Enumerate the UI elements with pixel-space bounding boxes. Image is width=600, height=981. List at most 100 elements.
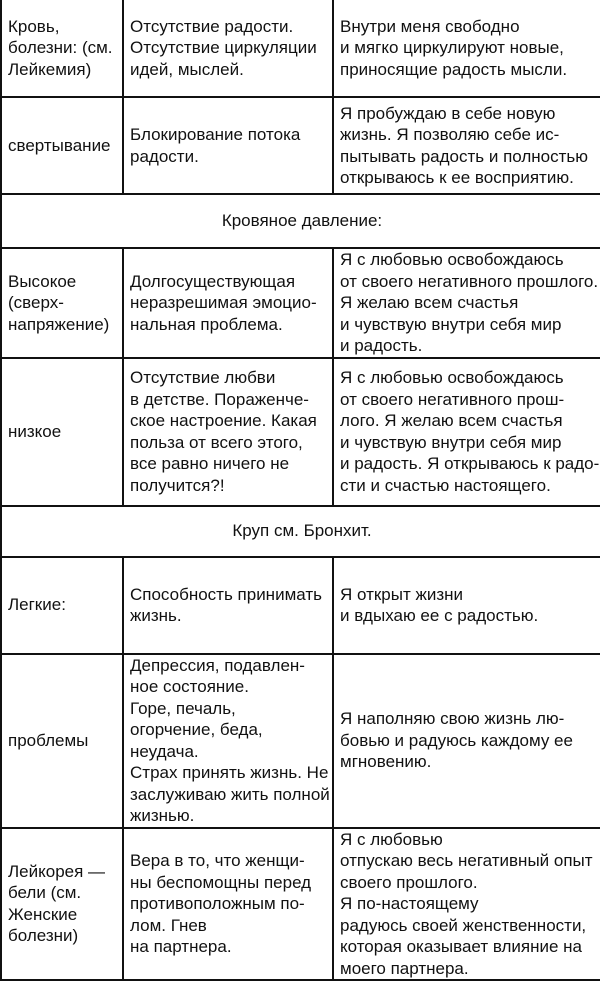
cell-text-line: Отсутствие любви	[130, 368, 276, 387]
section-heading-row: Круп см. Бронхит.	[0, 504, 600, 558]
cell-text-line: заслуживаю жить полной	[130, 784, 330, 804]
cell-text-line: противоположным по-	[130, 894, 305, 913]
cell-text-line: радуюсь своей женственности,	[340, 915, 587, 935]
affirmation-cell: Я с любовью освобождаюсь от своего негати…	[332, 356, 600, 507]
cell-text-line: напряжение)	[8, 314, 110, 334]
cell-text-line: Долгосуществующая	[130, 271, 296, 291]
table-row: Высокое (сверх-напряжение) Долгосуществующ…	[0, 247, 600, 359]
cause-cell: Долгосуществующая неразрешимая эмоцио-нал…	[122, 247, 334, 359]
cell-text-line: Я с любовью освобождаюсь	[340, 368, 564, 387]
cell-text-line: Вера в то, что женщи-	[130, 851, 305, 870]
cell-text-line: Легкие:	[8, 595, 66, 615]
cell-text-line: моего партнера.	[340, 958, 469, 978]
cell-text-line: Я по-настоящему	[340, 894, 479, 913]
cell-text-line: Я пробуждаю в себе новую	[340, 103, 556, 123]
cell-text-line: пытывать радость и полностью	[340, 146, 589, 166]
cell-text-line: жизнь. Я позволяю себе ис-	[340, 125, 560, 144]
cause-cell: Блокирование потока радости.	[122, 96, 334, 195]
condition-cell: Высокое (сверх-напряжение)	[0, 247, 124, 359]
condition-cell: Кровь, болезни: (см. Лейкемия)	[0, 0, 124, 98]
cell-text-line: проблемы	[8, 730, 89, 750]
cause-cell: Депрессия, подавлен-ное состояние. Горе, …	[122, 652, 334, 829]
condition-cell: свертывание	[0, 96, 124, 195]
cell-text-line: ны беспомощны перед	[130, 872, 312, 892]
cell-text-line: Лейкемия)	[8, 59, 92, 79]
cell-text-line: Лейкорея —	[8, 861, 106, 881]
cell-text-line: бовью и радуюсь каждому ее	[340, 730, 573, 750]
cell-text-line: и мягко циркулируют новые,	[340, 38, 564, 58]
cell-text-line: (сверх-	[8, 293, 64, 312]
cell-text-line: Я желаю всем счастья	[340, 293, 519, 312]
cell-text-line: ное состояние.	[130, 677, 249, 696]
cell-text-line: Высокое	[8, 271, 77, 291]
cell-text-line: идей, мыслей.	[130, 59, 244, 79]
table-row: Лейкорея — бели (см. Женские болезни) Вера в…	[0, 826, 600, 981]
table-row: проблемы Депрессия, подавлен-ное состояни…	[0, 652, 600, 829]
cell-text-line: приносящие радость мысли.	[340, 59, 568, 79]
cell-text-line: отпускаю весь негативный опыт	[340, 851, 593, 870]
cell-text-line: Способность принимать	[130, 584, 322, 604]
cell-text-line: все равно ничего не	[130, 454, 290, 473]
cell-text-line: болезни: (см.	[8, 38, 113, 58]
condition-cell: Лейкорея — бели (см. Женские болезни)	[0, 826, 124, 981]
cell-text-line: открываюсь к ее восприятию.	[340, 168, 574, 187]
cell-text-line: лом. Гнев	[130, 915, 207, 935]
cell-text-line: от своего негативного прошлого.	[340, 271, 599, 291]
cell-text-line: нальная проблема.	[130, 314, 283, 334]
cell-text-line: Страх принять жизнь. Не	[130, 763, 329, 782]
cell-text-line: неудача.	[130, 741, 199, 761]
cell-text-line: Я с любовью	[340, 829, 443, 849]
affirmation-cell: Я открыт жизни и вдыхаю ее с радостью.	[332, 555, 600, 655]
cell-text-line: получится?!	[130, 475, 225, 495]
table-row: свертывание Блокирование потока радости. Я …	[0, 96, 600, 195]
cell-text-line: Отсутствие радости.	[130, 16, 294, 36]
cell-text-line: мгновению.	[340, 752, 432, 772]
section-heading-row: Кровяное давление:	[0, 193, 600, 249]
affirmation-cell: Я с любовью отпускаю весь негативный опыт…	[332, 826, 600, 981]
cell-text-line: ское настроение. Какая	[130, 411, 317, 430]
cell-text-line: бели (см.	[8, 883, 82, 903]
cause-cell: Способность принимать жизнь.	[122, 555, 334, 655]
affirmation-cell: Я наполняю свою жизнь лю-бовью и радуюсь…	[332, 652, 600, 829]
section-heading: Круп см. Бронхит.	[0, 504, 600, 558]
cause-cell: Вера в то, что женщи-ны беспомощны перед…	[122, 826, 334, 981]
cell-text-line: Я открыт жизни	[340, 584, 464, 604]
table-row: низкое Отсутствие любви в детстве. Поражен…	[0, 356, 600, 507]
cell-text-line: которая оказывает влияние на	[340, 937, 583, 956]
cell-text-line: неразрешимая эмоцио-	[130, 293, 317, 312]
cell-text-line: от своего негативного прош-	[340, 389, 565, 409]
condition-cell: низкое	[0, 356, 124, 507]
cell-text-line: и чувствую внутри себя мир	[340, 314, 562, 334]
table-row: Кровь, болезни: (см. Лейкемия) Отсутствие р…	[0, 0, 600, 98]
affirmation-cell: Я пробуждаю в себе новую жизнь. Я позволя…	[332, 96, 600, 195]
cell-text-line: на партнера.	[130, 937, 232, 956]
cell-text-line: и чувствую внутри себя мир	[340, 432, 562, 452]
cell-text-line: жизнь.	[130, 606, 182, 625]
cell-text-line: сти и счастью настоящего.	[340, 475, 551, 495]
condition-cell: Легкие:	[0, 555, 124, 655]
table-row: Легкие: Способность принимать жизнь. Я откр…	[0, 555, 600, 655]
affirmation-cell: Я с любовью освобождаюсь от своего негати…	[332, 247, 600, 359]
cell-text-line: Кровь,	[8, 16, 60, 36]
cause-cell: Отсутствие радости. Отсутствие циркуляции…	[122, 0, 334, 98]
cell-text-line: польза от всего этого,	[130, 432, 303, 452]
cell-text-line: Я наполняю свою жизнь лю-	[340, 709, 565, 729]
cause-cell: Отсутствие любви в детстве. Пораженче-ско…	[122, 356, 334, 507]
cell-text-line: Отсутствие циркуляции	[130, 38, 317, 58]
cell-text-line: болезни)	[8, 926, 79, 946]
cell-text-line: низкое	[8, 421, 62, 441]
cell-text-line: Горе, печаль,	[130, 698, 236, 718]
cell-text-line: Я с любовью освобождаюсь	[340, 250, 564, 269]
cell-text-line: Внутри меня свободно	[340, 16, 520, 36]
affirmation-cell: Внутри меня свободно и мягко циркулируют …	[332, 0, 600, 98]
cell-text-line: лого. Я желаю всем счастья	[340, 411, 563, 430]
cell-text-line: в детстве. Пораженче-	[130, 389, 309, 409]
cell-text-line: свертывание	[8, 135, 111, 155]
cell-text-line: и радость. Я открываюсь к радо-	[340, 454, 600, 473]
cell-text-line: Женские	[8, 904, 78, 924]
cell-text-line: Блокирование потока	[130, 125, 301, 144]
cell-text-line: и вдыхаю ее с радостью.	[340, 606, 539, 625]
cell-text-line: Депрессия, подавлен-	[130, 655, 305, 675]
